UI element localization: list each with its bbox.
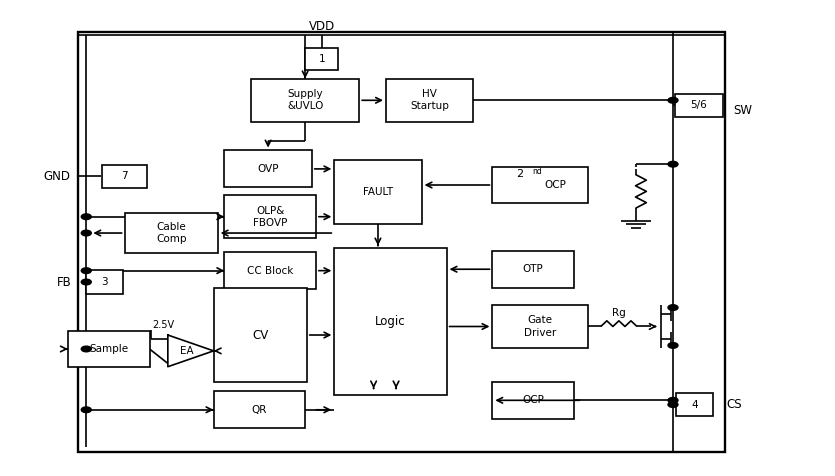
Text: 4: 4 <box>691 399 698 409</box>
Bar <box>334 160 422 224</box>
Text: OVP: OVP <box>257 164 279 174</box>
Bar <box>493 251 574 288</box>
Bar <box>225 252 316 289</box>
Circle shape <box>81 268 91 274</box>
Text: Cable
Comp: Cable Comp <box>156 222 186 244</box>
Text: 3: 3 <box>101 277 108 287</box>
Text: Gate
Driver: Gate Driver <box>524 315 556 337</box>
Text: 5/6: 5/6 <box>691 100 707 110</box>
Bar <box>676 393 713 416</box>
Text: EA: EA <box>180 346 194 356</box>
Text: 1: 1 <box>318 54 325 64</box>
Bar <box>102 165 148 188</box>
Bar <box>78 32 726 452</box>
Text: OLP&
FBOVP: OLP& FBOVP <box>253 206 287 228</box>
Text: CC Block: CC Block <box>247 266 293 276</box>
Bar <box>225 150 311 188</box>
Circle shape <box>81 230 91 236</box>
Bar <box>225 196 316 238</box>
Text: Sample: Sample <box>89 344 129 354</box>
Bar <box>386 79 473 122</box>
Bar <box>124 213 218 253</box>
Bar <box>493 305 588 348</box>
Bar <box>214 391 305 428</box>
Text: OTP: OTP <box>523 264 544 274</box>
Text: GND: GND <box>43 170 70 183</box>
Text: Supply
&UVLO: Supply &UVLO <box>287 89 323 111</box>
Text: 2.5V: 2.5V <box>153 320 175 330</box>
Text: nd: nd <box>532 168 542 177</box>
Circle shape <box>81 214 91 219</box>
Text: CV: CV <box>252 328 268 341</box>
Circle shape <box>668 305 678 310</box>
Text: HV
Startup: HV Startup <box>410 89 449 111</box>
Bar <box>334 248 447 395</box>
Text: Rg: Rg <box>612 308 625 318</box>
Circle shape <box>81 407 91 413</box>
Circle shape <box>668 343 678 348</box>
Bar <box>86 270 123 294</box>
Bar <box>251 79 359 122</box>
Text: FB: FB <box>57 276 71 288</box>
Bar <box>214 288 306 382</box>
Bar <box>305 48 338 70</box>
Circle shape <box>668 98 678 103</box>
Text: QR: QR <box>251 405 267 415</box>
Circle shape <box>81 279 91 285</box>
Bar <box>493 382 574 419</box>
Text: OCP: OCP <box>522 395 544 406</box>
Bar <box>493 167 588 203</box>
Circle shape <box>668 161 678 167</box>
Text: OCP: OCP <box>544 180 566 190</box>
Text: FAULT: FAULT <box>363 187 393 197</box>
Circle shape <box>668 397 678 403</box>
Text: SW: SW <box>734 104 752 117</box>
Circle shape <box>81 346 91 352</box>
Circle shape <box>668 402 678 407</box>
Text: 7: 7 <box>121 171 128 181</box>
Text: VDD: VDD <box>309 20 335 33</box>
Bar <box>68 331 149 367</box>
Text: Logic: Logic <box>375 315 406 328</box>
Text: 2: 2 <box>516 169 523 179</box>
Bar <box>675 94 723 117</box>
Text: CS: CS <box>726 398 741 411</box>
